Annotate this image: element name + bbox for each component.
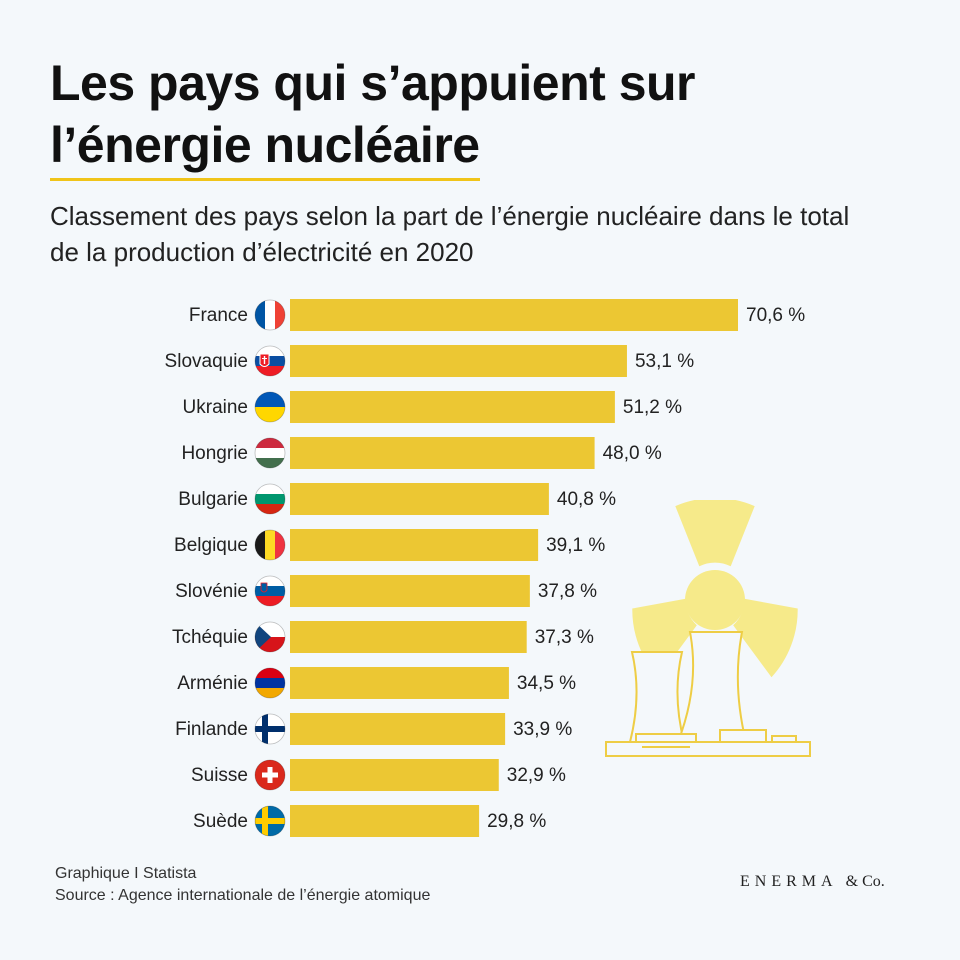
bar-row: Slovaquie 53,1 % bbox=[165, 345, 694, 377]
category-label: Tchéquie bbox=[172, 627, 248, 648]
value-label: 37,3 % bbox=[535, 627, 594, 648]
value-label: 70,6 % bbox=[746, 305, 805, 326]
sweden-flag-icon bbox=[254, 805, 286, 837]
hungary-flag-icon bbox=[254, 437, 286, 469]
brand-logo: ENERMA & Co. bbox=[740, 873, 885, 891]
category-label: Slovaquie bbox=[165, 351, 248, 372]
category-label: France bbox=[189, 305, 248, 326]
category-label: Finlande bbox=[175, 719, 248, 740]
bar bbox=[290, 805, 480, 837]
title-line-1: Les pays qui s’appuient sur bbox=[50, 55, 696, 111]
footer: Graphique I Statista Source : Agence int… bbox=[55, 863, 430, 907]
belgium-flag-icon bbox=[254, 529, 286, 561]
category-label: Ukraine bbox=[183, 397, 248, 418]
brand-suffix: & Co. bbox=[845, 873, 885, 890]
value-label: 48,0 % bbox=[603, 443, 662, 464]
bar bbox=[290, 529, 539, 561]
switzerland-flag-icon bbox=[254, 759, 286, 791]
slovenia-flag-icon bbox=[254, 575, 286, 607]
bar bbox=[290, 437, 595, 469]
bar bbox=[290, 345, 627, 377]
category-label: Arménie bbox=[177, 673, 248, 694]
source-note: Source : Agence internationale de l’éner… bbox=[55, 887, 431, 904]
czechia-flag-icon bbox=[254, 621, 286, 653]
bar bbox=[290, 621, 527, 653]
cooling-tower-icon bbox=[605, 631, 811, 757]
title-line-2: l’énergie nucléaire bbox=[50, 114, 480, 181]
ukraine-flag-icon bbox=[254, 391, 286, 423]
bar-row: Suisse 32,9 % bbox=[191, 759, 566, 791]
bar-row: Slovénie 37,8 % bbox=[175, 575, 597, 607]
page-title: Les pays qui s’appuient sur l’énergie nu… bbox=[50, 52, 696, 181]
bar-row: Hongrie 48,0 % bbox=[181, 437, 662, 469]
bar bbox=[290, 667, 509, 699]
slovakia-flag-icon bbox=[254, 345, 286, 377]
bar bbox=[290, 713, 506, 745]
bulgaria-flag-icon bbox=[254, 483, 286, 515]
bar-row: Tchéquie 37,3 % bbox=[172, 621, 594, 653]
bar-row: France 70,6 % bbox=[189, 299, 805, 331]
category-label: Belgique bbox=[174, 535, 248, 556]
value-label: 40,8 % bbox=[557, 489, 616, 510]
value-label: 34,5 % bbox=[517, 673, 576, 694]
bar bbox=[290, 575, 530, 607]
bar-row: Bulgarie 40,8 % bbox=[178, 483, 616, 515]
bar-row: Suède 29,8 % bbox=[193, 805, 546, 837]
france-flag-icon bbox=[254, 299, 286, 331]
category-label: Slovénie bbox=[175, 581, 248, 602]
category-label: Hongrie bbox=[181, 443, 248, 464]
bar-chart: France 70,6 % Slovaquie 53,1 % Ukraine 51,2 %… bbox=[165, 299, 805, 837]
finland-flag-icon bbox=[254, 713, 286, 745]
bar bbox=[290, 483, 549, 515]
category-label: Suisse bbox=[191, 765, 248, 786]
category-label: Bulgarie bbox=[178, 489, 248, 510]
bar bbox=[290, 299, 738, 331]
value-label: 33,9 % bbox=[513, 719, 572, 740]
brand-name: ENERMA bbox=[740, 873, 837, 890]
bar-row: Ukraine 51,2 % bbox=[183, 391, 682, 423]
bar-row: Belgique 39,1 % bbox=[174, 529, 605, 561]
value-label: 53,1 % bbox=[635, 351, 694, 372]
armenia-flag-icon bbox=[254, 667, 286, 699]
category-label: Suède bbox=[193, 811, 248, 832]
value-label: 29,8 % bbox=[487, 811, 546, 832]
value-label: 32,9 % bbox=[507, 765, 566, 786]
bar-row: Finlande 33,9 % bbox=[175, 713, 572, 745]
nuclear-plant-illustration bbox=[605, 500, 811, 757]
bar bbox=[290, 391, 615, 423]
value-label: 51,2 % bbox=[623, 397, 682, 418]
subtitle: Classement des pays selon la part de l’é… bbox=[50, 201, 850, 267]
bar bbox=[290, 759, 499, 791]
bar-row: Arménie 34,5 % bbox=[177, 667, 576, 699]
value-label: 37,8 % bbox=[538, 581, 597, 602]
value-label: 39,1 % bbox=[546, 535, 605, 556]
chart-credit: Graphique I Statista bbox=[55, 865, 197, 882]
